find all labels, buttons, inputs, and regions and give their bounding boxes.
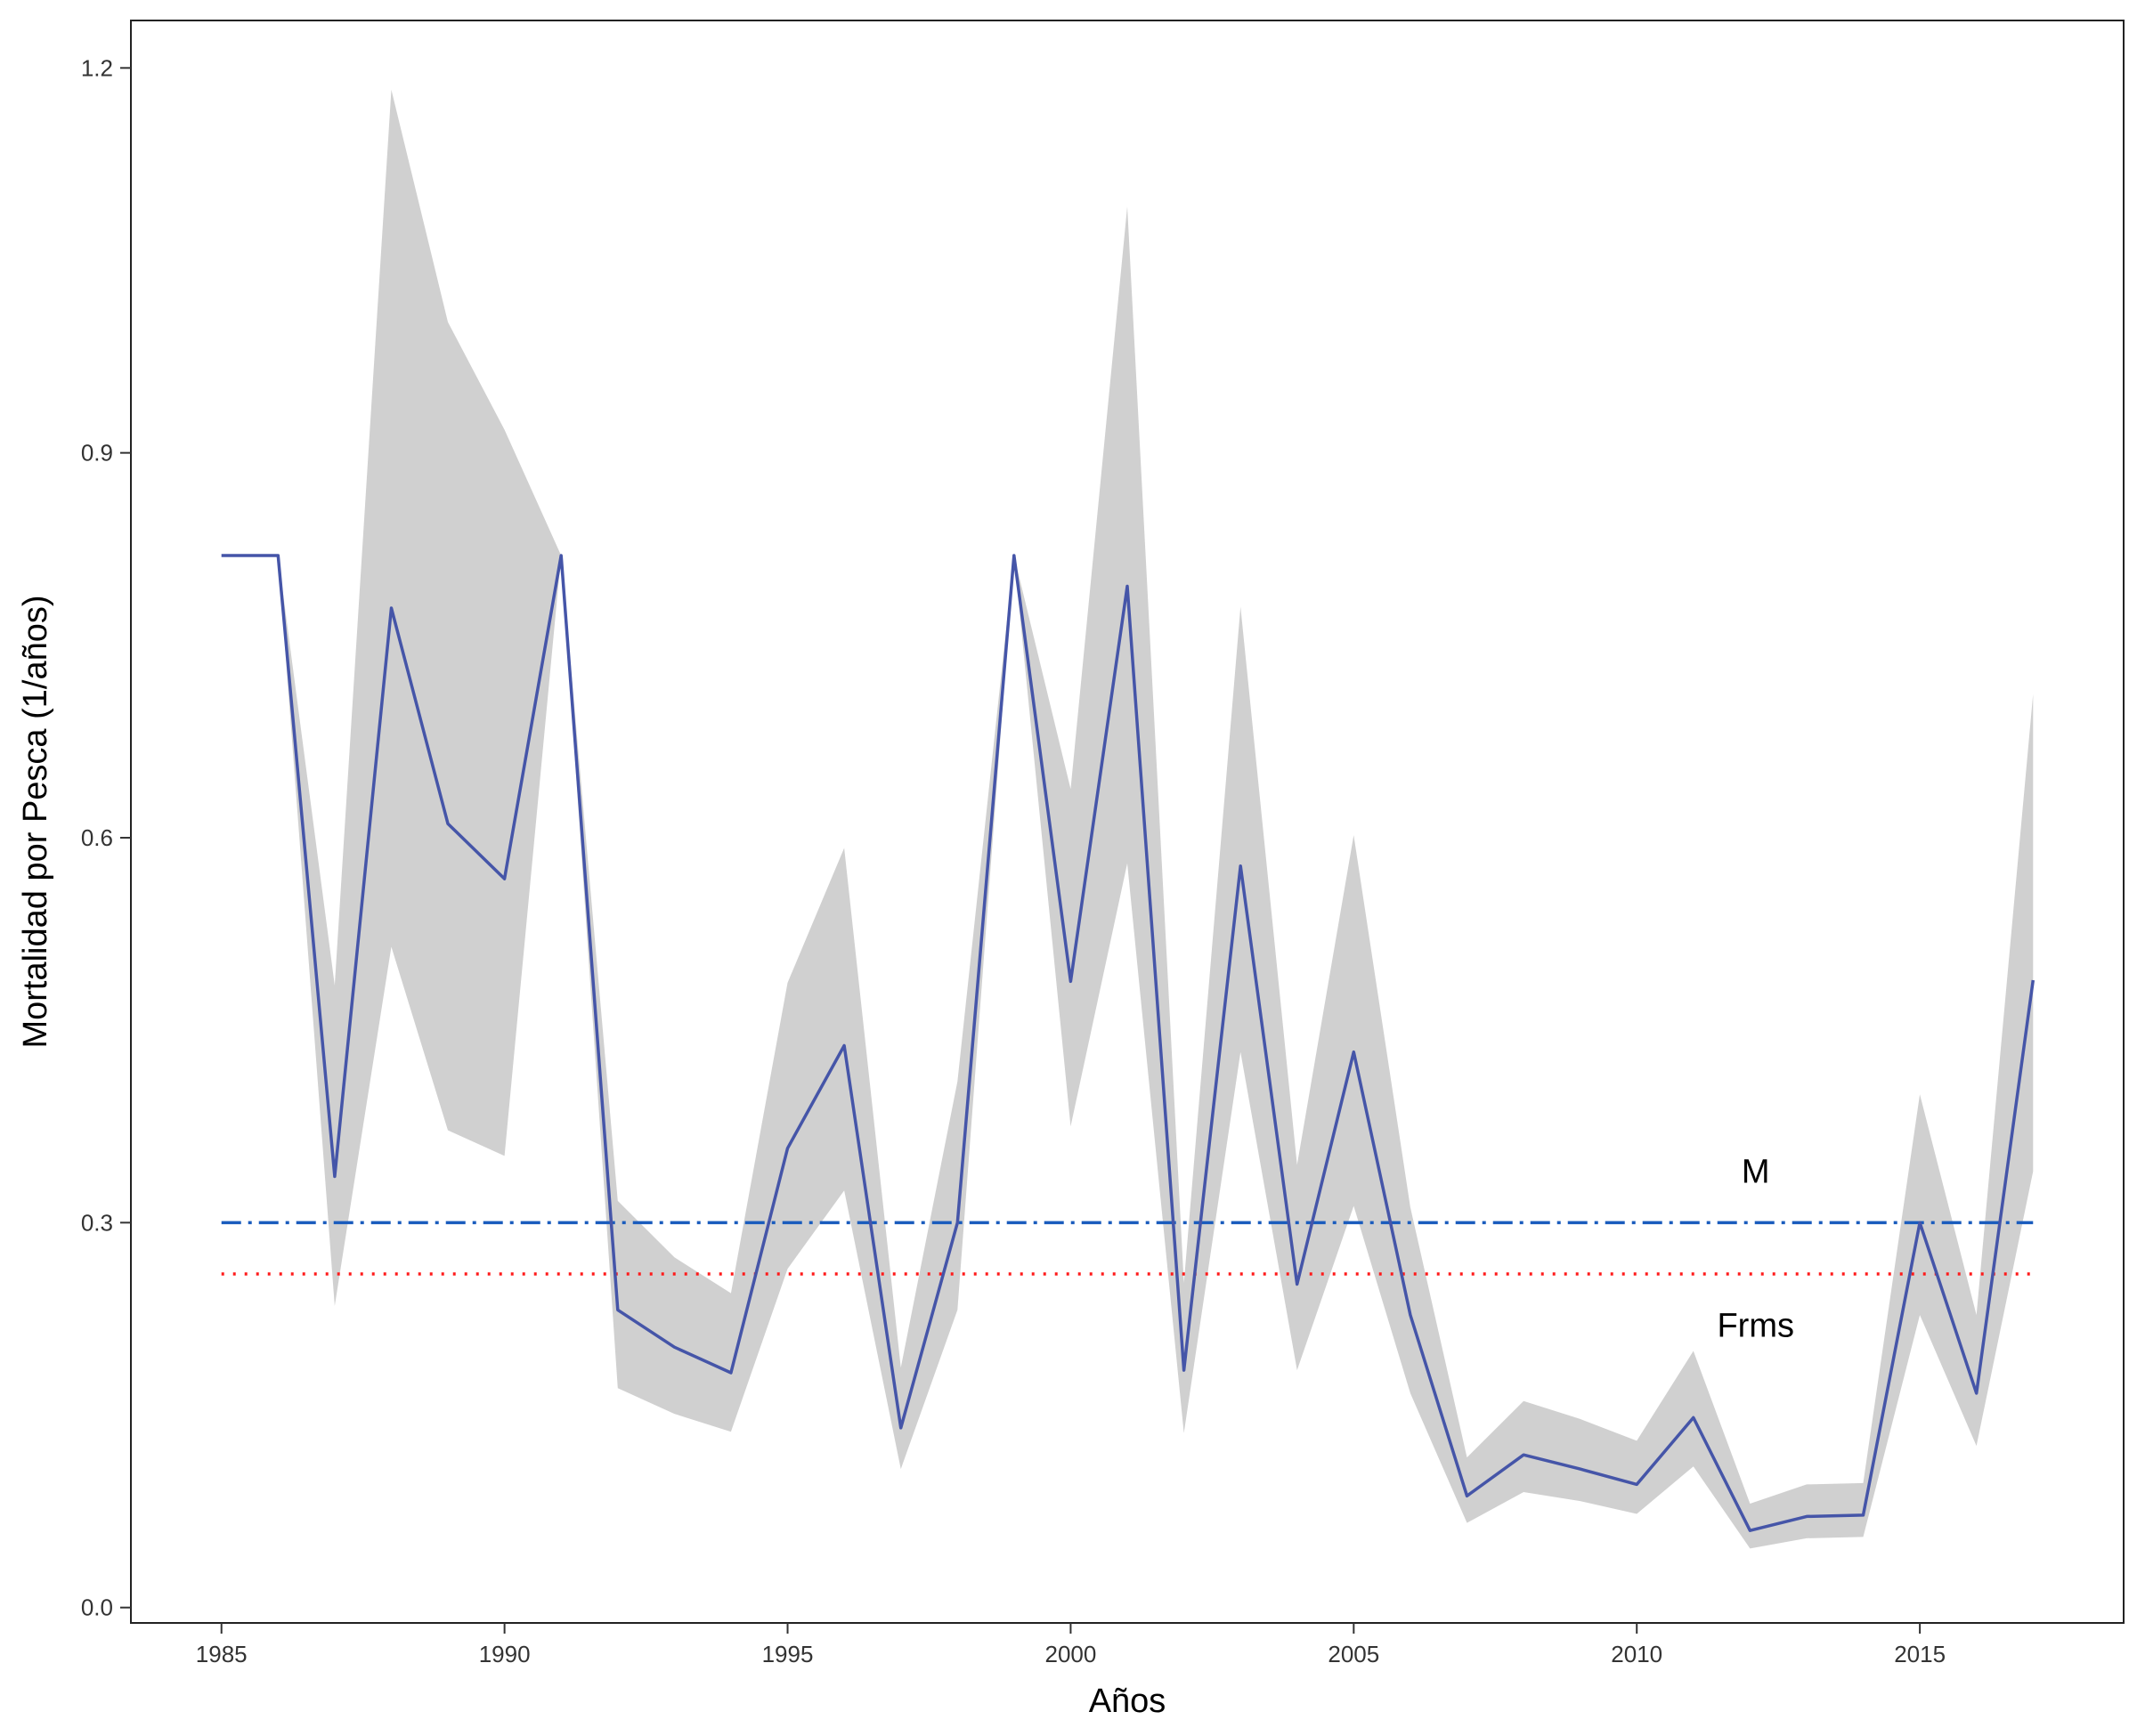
y-tick-label: 0.6	[81, 824, 113, 851]
x-axis: 1985 1990 1995 2000 2005 2010 2015	[196, 1623, 1946, 1667]
series-layer	[221, 554, 2035, 1532]
confidence-band-layer	[221, 89, 2034, 1549]
x-tick-label: 2000	[1044, 1641, 1096, 1667]
y-tick-label: 0.0	[81, 1594, 113, 1621]
x-tick-label: 2005	[1328, 1641, 1379, 1667]
confidence-band	[221, 89, 2034, 1549]
y-axis: 0.0 0.3 0.6 0.9 1.2	[81, 54, 131, 1621]
y-tick-label: 0.9	[81, 440, 113, 466]
x-tick-label: 1995	[762, 1641, 814, 1667]
annotation-m: M	[1742, 1154, 1770, 1191]
y-tick-label: 1.2	[81, 54, 113, 81]
y-tick-label: 0.3	[81, 1209, 113, 1236]
annotations-layer: M Frms	[1717, 1154, 1794, 1345]
panel-border	[130, 20, 2125, 1624]
reference-lines-layer	[221, 1221, 2034, 1276]
x-tick-label: 2010	[1611, 1641, 1662, 1667]
x-tick-label: 2015	[1894, 1641, 1946, 1667]
annotation-frms: Frms	[1717, 1308, 1794, 1345]
x-tick-label: 1990	[479, 1641, 531, 1667]
x-axis-title: Años	[1089, 1683, 1166, 1720]
series-line-0	[221, 554, 2035, 1532]
x-tick-label: 1985	[196, 1641, 248, 1667]
y-axis-title: Mortalidad por Pesca (1/años)	[17, 595, 54, 1048]
